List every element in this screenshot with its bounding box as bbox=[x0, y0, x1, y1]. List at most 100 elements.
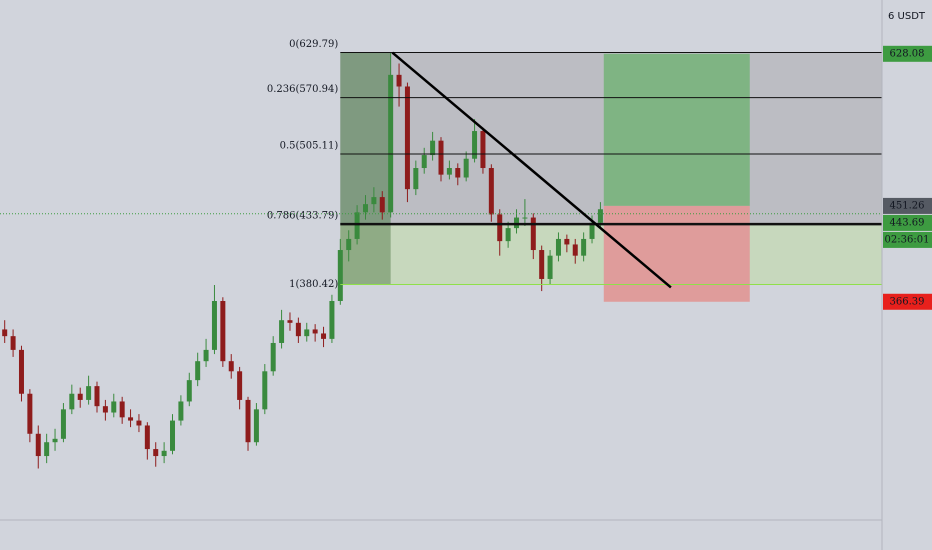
candle-body bbox=[220, 301, 226, 362]
candle-body bbox=[94, 386, 100, 407]
candle-body bbox=[18, 349, 24, 394]
candle-body bbox=[44, 442, 50, 457]
candle-body bbox=[195, 361, 201, 381]
candle-body bbox=[262, 371, 268, 410]
candle-body bbox=[304, 329, 310, 337]
candle-body bbox=[497, 214, 503, 242]
candle bbox=[555, 232, 561, 262]
candle-body bbox=[329, 301, 335, 339]
candle bbox=[421, 147, 427, 174]
candle-body bbox=[480, 131, 486, 169]
candle bbox=[228, 354, 234, 379]
candle-body bbox=[555, 238, 561, 256]
candle bbox=[295, 317, 301, 343]
candle-body bbox=[539, 250, 545, 279]
candle bbox=[69, 384, 75, 415]
candle bbox=[220, 297, 226, 367]
candle-body bbox=[153, 449, 159, 457]
candle bbox=[178, 395, 184, 426]
candle bbox=[522, 199, 528, 226]
candle-body bbox=[388, 74, 394, 213]
candle-body bbox=[430, 140, 436, 156]
current-price-badge-bg bbox=[883, 214, 932, 231]
candle-body bbox=[514, 217, 520, 229]
candle bbox=[388, 52, 394, 218]
candle-body bbox=[10, 336, 16, 350]
price-badge: 366.39 bbox=[890, 296, 925, 307]
price-badge: 628.08 bbox=[890, 48, 925, 59]
candle-body bbox=[211, 301, 217, 350]
fib-level-label: 0(629.79) bbox=[289, 39, 338, 50]
candle bbox=[304, 322, 310, 342]
position-stop-zone bbox=[603, 205, 750, 302]
candle-body bbox=[270, 342, 276, 372]
candle-body bbox=[413, 168, 419, 190]
candle-body bbox=[253, 409, 259, 443]
candle bbox=[161, 442, 167, 464]
candle-body bbox=[119, 401, 125, 418]
candle bbox=[371, 187, 377, 213]
candle-body bbox=[27, 393, 33, 434]
candle-body bbox=[136, 420, 142, 426]
candle bbox=[237, 366, 243, 410]
candle-body bbox=[455, 168, 461, 178]
candle-body bbox=[279, 320, 285, 343]
candle bbox=[77, 387, 83, 408]
candle-body bbox=[581, 238, 587, 256]
candle-body bbox=[488, 168, 494, 215]
candle bbox=[35, 425, 41, 469]
candle bbox=[321, 326, 327, 348]
candle-body bbox=[396, 74, 402, 87]
candle-body bbox=[421, 155, 427, 169]
candle-body bbox=[237, 371, 243, 400]
trendline bbox=[391, 51, 672, 289]
candle bbox=[413, 160, 419, 196]
candle-body bbox=[86, 386, 92, 400]
candle bbox=[438, 137, 444, 182]
candle-body bbox=[287, 320, 293, 323]
fib-level-label: 0.786(433.79) bbox=[267, 211, 339, 222]
candle bbox=[111, 393, 117, 418]
candle-body bbox=[35, 433, 41, 457]
candle bbox=[18, 345, 24, 402]
fib-level-label: 1(380.42) bbox=[289, 279, 338, 290]
candle-body bbox=[245, 399, 251, 443]
candle bbox=[329, 294, 335, 343]
candle bbox=[60, 403, 66, 443]
candle bbox=[128, 409, 134, 428]
candle bbox=[279, 309, 285, 349]
candle bbox=[86, 375, 92, 405]
candle bbox=[211, 284, 217, 355]
candle bbox=[505, 221, 511, 248]
fib-box-lower bbox=[340, 224, 391, 285]
candle bbox=[144, 422, 150, 460]
candle-body bbox=[52, 438, 58, 443]
candle-body bbox=[463, 158, 469, 178]
candle-body bbox=[203, 349, 209, 362]
candle-body bbox=[572, 244, 578, 256]
candle-body bbox=[472, 131, 478, 159]
candle bbox=[253, 403, 259, 446]
candle-body bbox=[564, 238, 570, 245]
candle-body bbox=[597, 209, 603, 223]
candle bbox=[136, 414, 142, 433]
candle-body bbox=[371, 197, 377, 205]
candle bbox=[488, 164, 494, 222]
candle-body bbox=[144, 425, 150, 450]
candle-body bbox=[522, 217, 528, 219]
candle bbox=[539, 245, 545, 292]
candle-body bbox=[178, 401, 184, 421]
candle bbox=[170, 414, 176, 455]
candle bbox=[379, 191, 385, 220]
candle bbox=[287, 312, 293, 331]
fib-level-label: 0.236(570.94) bbox=[267, 84, 339, 95]
candle bbox=[44, 433, 50, 464]
candle-body bbox=[295, 322, 301, 337]
price-badge-bg bbox=[883, 293, 932, 310]
candle-body bbox=[446, 168, 452, 175]
candle bbox=[564, 234, 570, 253]
current-price-badge: 443.69 bbox=[890, 217, 925, 228]
candle-body bbox=[128, 417, 134, 421]
candle-body bbox=[362, 204, 368, 213]
candle-body bbox=[530, 217, 536, 251]
